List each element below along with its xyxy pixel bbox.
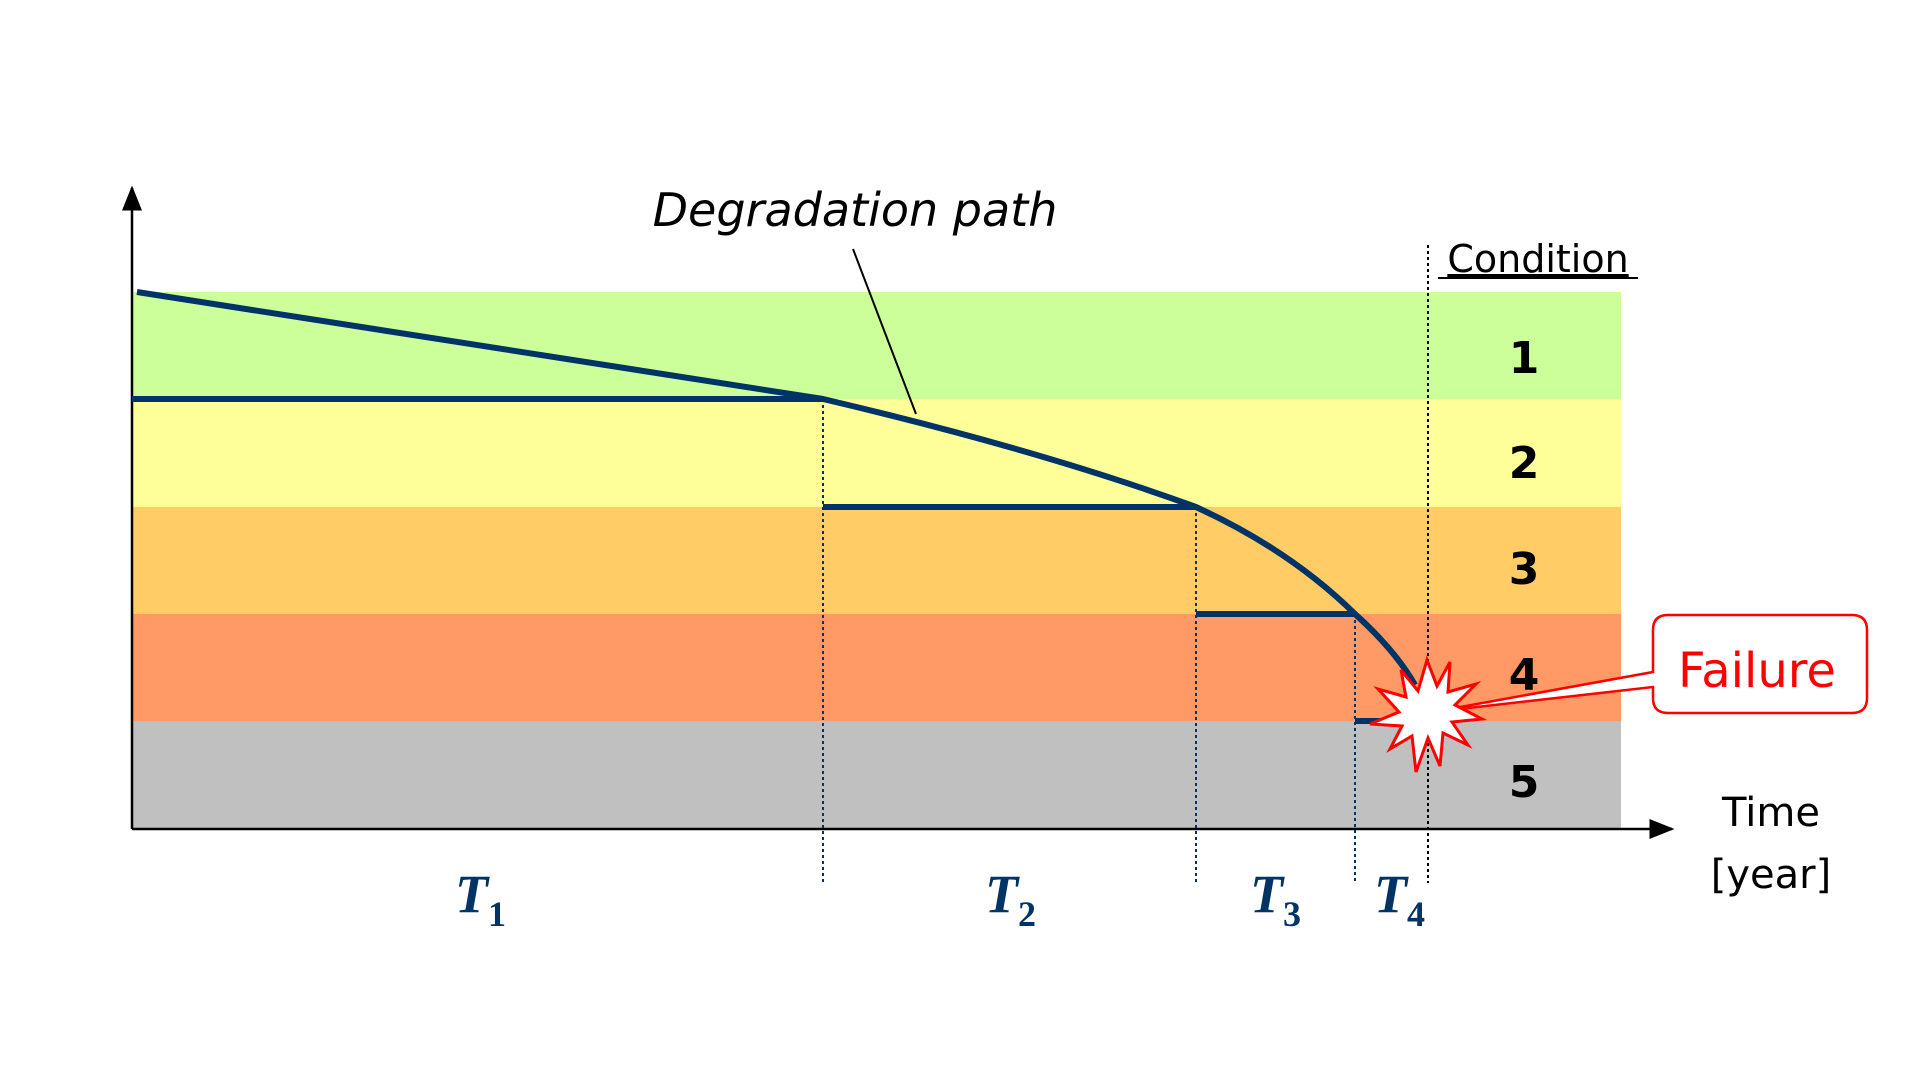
condition-2-label: 2 [1509, 438, 1540, 489]
period-label-t2: T2 [985, 864, 1036, 934]
condition-header: Condition [1447, 237, 1628, 281]
x-axis-label-time: Time [1721, 790, 1820, 836]
band-condition-3 [132, 507, 1621, 614]
band-condition-5 [132, 721, 1621, 829]
x-axis-label-unit: [year] [1711, 852, 1831, 898]
condition-5-label: 5 [1509, 757, 1540, 808]
period-label-t3: T3 [1250, 864, 1301, 934]
failure-callout [1432, 613, 1869, 715]
degradation-path-label: Degradation path [653, 183, 1058, 237]
condition-3-label: 3 [1509, 544, 1540, 595]
failure-label: Failure [1678, 643, 1836, 699]
period-label-t4: T4 [1374, 864, 1425, 934]
failure-burst-icon [1369, 655, 1488, 773]
band-condition-2 [132, 399, 1621, 507]
degradation-path-curve [136, 289, 1418, 687]
period-label-t1: T1 [455, 864, 506, 934]
condition-1-label: 1 [1509, 333, 1540, 384]
degradation-path-leader [852, 248, 917, 415]
